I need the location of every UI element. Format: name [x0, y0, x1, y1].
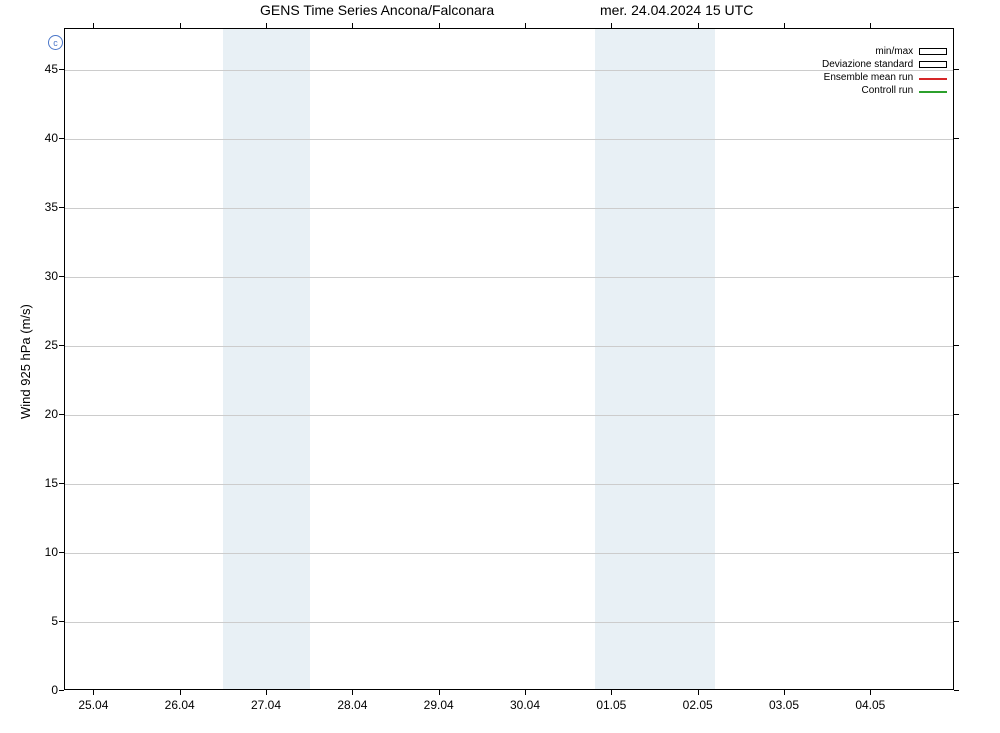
y-tick — [954, 138, 959, 139]
gridline — [65, 415, 953, 416]
y-tick — [59, 483, 64, 484]
gridline — [65, 208, 953, 209]
x-tick — [180, 690, 181, 695]
y-tick — [954, 621, 959, 622]
gridline — [65, 484, 953, 485]
legend-swatch — [919, 91, 947, 93]
y-tick — [954, 483, 959, 484]
y-tick-label: 10 — [36, 545, 58, 559]
y-tick — [954, 276, 959, 277]
legend-item: Ensemble mean run — [822, 71, 947, 84]
x-tick — [180, 23, 181, 28]
legend-item: Controll run — [822, 84, 947, 97]
y-tick — [954, 69, 959, 70]
y-tick — [59, 69, 64, 70]
legend-label: Controll run — [861, 85, 913, 96]
gridline — [65, 346, 953, 347]
x-tick — [93, 690, 94, 695]
x-tick — [525, 690, 526, 695]
y-tick — [59, 621, 64, 622]
gridline — [65, 622, 953, 623]
chart-title-right: mer. 24.04.2024 15 UTC — [600, 2, 753, 18]
y-tick-label: 35 — [36, 200, 58, 214]
y-tick — [59, 207, 64, 208]
x-tick — [870, 690, 871, 695]
x-tick — [784, 690, 785, 695]
x-tick — [698, 690, 699, 695]
y-axis-label: Wind 925 hPa (m/s) — [18, 304, 33, 419]
x-tick-label: 01.05 — [596, 698, 626, 712]
legend-label: Ensemble mean run — [824, 72, 914, 83]
y-tick — [59, 552, 64, 553]
x-tick — [266, 23, 267, 28]
y-tick — [954, 690, 959, 691]
y-tick-label: 45 — [36, 62, 58, 76]
x-tick — [352, 690, 353, 695]
x-tick — [870, 23, 871, 28]
x-tick-label: 03.05 — [769, 698, 799, 712]
x-tick — [611, 690, 612, 695]
gridline — [65, 277, 953, 278]
legend-swatch — [919, 78, 947, 80]
x-tick — [352, 23, 353, 28]
x-tick-label: 26.04 — [165, 698, 195, 712]
legend-label: min/max — [875, 46, 913, 57]
y-tick-label: 25 — [36, 338, 58, 352]
y-tick — [59, 690, 64, 691]
x-tick-label: 25.04 — [78, 698, 108, 712]
y-tick — [954, 345, 959, 346]
shaded-band — [223, 29, 309, 689]
x-tick — [698, 23, 699, 28]
y-tick — [59, 276, 64, 277]
x-tick-label: 27.04 — [251, 698, 281, 712]
x-tick — [784, 23, 785, 28]
x-tick — [525, 23, 526, 28]
legend-swatch — [919, 61, 947, 68]
legend-item: Deviazione standard — [822, 58, 947, 71]
x-tick — [439, 23, 440, 28]
y-tick — [954, 552, 959, 553]
chart-title-left: GENS Time Series Ancona/Falconara — [260, 2, 494, 18]
gridline — [65, 70, 953, 71]
x-tick-label: 04.05 — [855, 698, 885, 712]
y-tick — [59, 138, 64, 139]
y-tick-label: 15 — [36, 476, 58, 490]
x-tick-label: 30.04 — [510, 698, 540, 712]
y-tick-label: 5 — [36, 614, 58, 628]
y-tick — [59, 345, 64, 346]
y-tick — [954, 207, 959, 208]
copyright-icon: c — [48, 35, 63, 50]
x-tick-label: 29.04 — [424, 698, 454, 712]
x-tick — [93, 23, 94, 28]
x-tick-label: 02.05 — [683, 698, 713, 712]
y-tick-label: 40 — [36, 131, 58, 145]
y-tick-label: 0 — [36, 683, 58, 697]
plot-area — [64, 28, 954, 690]
gridline — [65, 553, 953, 554]
y-tick — [59, 414, 64, 415]
legend-label: Deviazione standard — [822, 59, 913, 70]
chart-container: GENS Time Series Ancona/Falconara mer. 2… — [0, 0, 1000, 733]
y-tick-label: 30 — [36, 269, 58, 283]
gridline — [65, 139, 953, 140]
shaded-band — [595, 29, 714, 689]
y-tick-label: 20 — [36, 407, 58, 421]
x-tick — [439, 690, 440, 695]
x-tick — [266, 690, 267, 695]
legend-item: min/max — [822, 45, 947, 58]
chart-legend: min/max Deviazione standard Ensemble mean … — [822, 45, 947, 97]
y-tick — [954, 414, 959, 415]
legend-swatch — [919, 48, 947, 55]
x-tick-label: 28.04 — [337, 698, 367, 712]
x-tick — [611, 23, 612, 28]
